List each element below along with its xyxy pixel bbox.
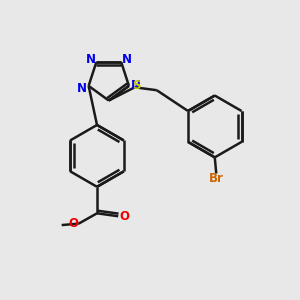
Text: N: N: [130, 80, 140, 92]
Text: N: N: [86, 53, 96, 66]
Text: N: N: [122, 53, 131, 66]
Text: O: O: [119, 210, 129, 223]
Text: N: N: [77, 82, 87, 95]
Text: O: O: [68, 217, 78, 230]
Text: S: S: [132, 79, 140, 92]
Text: Br: Br: [209, 172, 224, 185]
